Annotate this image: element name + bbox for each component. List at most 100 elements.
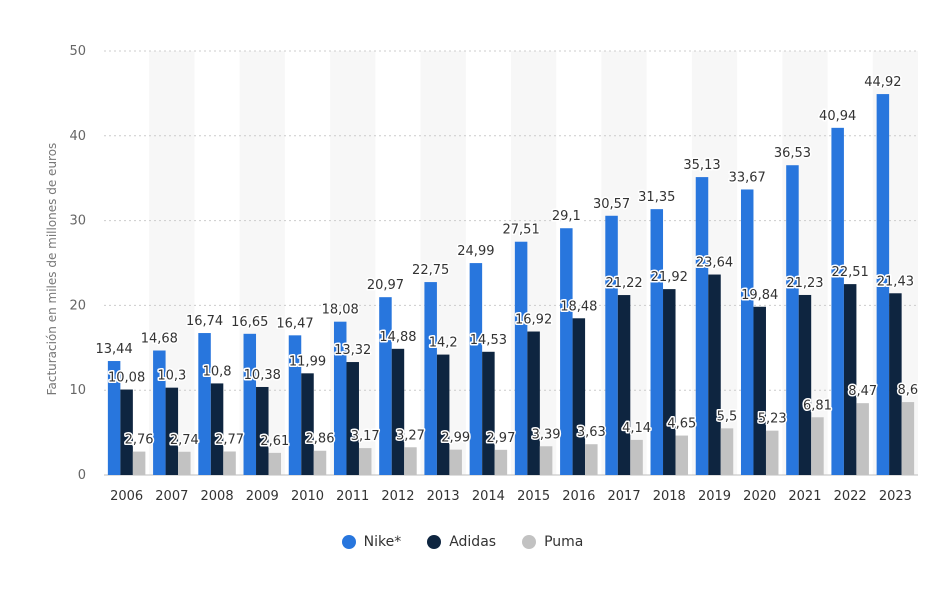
data-label: 19,84 — [741, 288, 778, 303]
x-tick-label: 2008 — [201, 489, 234, 504]
bar-adidas-2016[interactable] — [572, 318, 586, 475]
bar-adidas-2022[interactable] — [843, 284, 857, 475]
legend-item-adidas[interactable]: Adidas — [427, 534, 496, 550]
legend-label-nike: Nike* — [363, 534, 402, 550]
data-label: 2,97 — [486, 431, 515, 446]
x-tick-label: 2020 — [743, 489, 776, 504]
bar-nike-2010[interactable] — [288, 335, 302, 475]
x-tick-label: 2009 — [246, 489, 279, 504]
bar-puma-2014[interactable] — [494, 449, 508, 475]
data-label: 33,67 — [729, 170, 766, 185]
bar-puma-2020[interactable] — [765, 430, 779, 475]
data-label: 5,23 — [758, 412, 787, 427]
bar-adidas-2010[interactable] — [301, 373, 314, 475]
legend-item-nike[interactable]: Nike* — [341, 534, 402, 550]
bar-nike-2022[interactable] — [831, 127, 844, 475]
bar-puma-2017[interactable] — [630, 439, 643, 475]
bar-nike-2011[interactable] — [333, 321, 347, 475]
data-label: 2,99 — [441, 431, 470, 446]
data-label: 24,99 — [457, 244, 494, 259]
bar-adidas-2009[interactable] — [256, 386, 269, 475]
bar-puma-2018[interactable] — [675, 435, 689, 475]
bar-adidas-2013[interactable] — [436, 354, 450, 475]
y-axis-ticks: 0 10 20 30 40 50 — [69, 44, 86, 483]
bar-puma-2010[interactable] — [313, 450, 327, 475]
x-tick-label: 2022 — [834, 489, 867, 504]
legend-marker-adidas — [427, 535, 442, 549]
data-label: 31,35 — [638, 190, 675, 205]
legend-label-adidas: Adidas — [449, 534, 497, 550]
legend: Nike* Adidas Puma — [0, 534, 925, 550]
x-tick-label: 2019 — [698, 489, 731, 504]
x-tick-label: 2011 — [336, 489, 369, 504]
bar-puma-2006[interactable] — [132, 451, 146, 475]
data-label: 14,2 — [429, 336, 458, 351]
bar-puma-2015[interactable] — [539, 446, 553, 475]
bar-nike-2013[interactable] — [424, 282, 437, 475]
bar-adidas-2012[interactable] — [391, 348, 405, 475]
bar-adidas-2023[interactable] — [889, 293, 902, 475]
data-label: 3,17 — [351, 429, 380, 444]
bar-nike-2018[interactable] — [650, 209, 664, 476]
bar-adidas-2019[interactable] — [708, 274, 721, 475]
data-label: 2,77 — [215, 433, 244, 448]
bar-adidas-2008[interactable] — [210, 383, 224, 475]
bar-puma-2023[interactable] — [901, 402, 915, 475]
bar-puma-2016[interactable] — [585, 444, 598, 475]
data-label: 14,68 — [141, 332, 178, 347]
bar-puma-2012[interactable] — [404, 447, 417, 475]
data-label: 21,23 — [786, 276, 823, 291]
data-label: 2,76 — [125, 433, 154, 448]
bar-nike-2016[interactable] — [560, 228, 573, 475]
bar-puma-2009[interactable] — [268, 452, 282, 475]
data-label: 18,08 — [322, 303, 359, 318]
data-label: 22,75 — [412, 263, 449, 278]
bar-nike-2006[interactable] — [107, 361, 121, 475]
legend-item-puma[interactable]: Puma — [522, 534, 583, 550]
bar-nike-2021[interactable] — [786, 165, 799, 476]
bar-nike-2007[interactable] — [153, 350, 166, 475]
bar-adidas-2011[interactable] — [346, 362, 359, 475]
bar-adidas-2018[interactable] — [663, 289, 676, 475]
bar-adidas-2021[interactable] — [798, 294, 812, 475]
bar-adidas-2017[interactable] — [617, 295, 631, 475]
bar-puma-2011[interactable] — [358, 448, 372, 475]
bar-adidas-2007[interactable] — [165, 387, 179, 475]
bar-nike-2020[interactable] — [740, 189, 754, 475]
bar-nike-2019[interactable] — [695, 177, 709, 475]
bar-adidas-2020[interactable] — [753, 306, 766, 475]
bar-puma-2021[interactable] — [811, 417, 824, 475]
data-label: 13,32 — [334, 343, 371, 358]
bar-adidas-2006[interactable] — [120, 389, 133, 475]
x-tick-label: 2013 — [427, 489, 460, 504]
bar-nike-2012[interactable] — [379, 297, 392, 475]
data-label: 16,92 — [515, 313, 552, 328]
data-label: 21,22 — [605, 276, 642, 291]
data-label: 10,38 — [244, 368, 281, 383]
bar-adidas-2015[interactable] — [527, 331, 540, 475]
y-axis-label: Facturación en miles de millones de euro… — [45, 143, 59, 396]
bar-adidas-2014[interactable] — [482, 351, 495, 475]
data-label: 23,64 — [696, 256, 733, 271]
bar-puma-2008[interactable] — [223, 451, 236, 475]
y-tick-label: 30 — [69, 214, 86, 229]
bar-nike-2009[interactable] — [243, 333, 257, 475]
bar-nike-2008[interactable] — [198, 333, 211, 475]
x-tick-label: 2010 — [291, 489, 324, 504]
y-tick-label: 10 — [69, 383, 86, 398]
bar-puma-2019[interactable] — [720, 428, 734, 475]
bar-nike-2015[interactable] — [514, 241, 528, 475]
bars — [107, 94, 915, 476]
data-label: 13,44 — [96, 342, 133, 357]
bar-nike-2017[interactable] — [605, 215, 618, 475]
bar-nike-2023[interactable] — [876, 94, 890, 475]
bar-puma-2013[interactable] — [449, 449, 462, 475]
data-label: 3,27 — [396, 428, 425, 443]
bar-puma-2022[interactable] — [856, 403, 869, 475]
x-tick-label: 2012 — [381, 489, 414, 504]
legend-label-puma: Puma — [544, 534, 584, 550]
x-tick-label: 2015 — [517, 489, 550, 504]
legend-marker-puma — [522, 535, 537, 549]
bar-puma-2007[interactable] — [178, 451, 191, 475]
bar-nike-2014[interactable] — [469, 263, 483, 475]
